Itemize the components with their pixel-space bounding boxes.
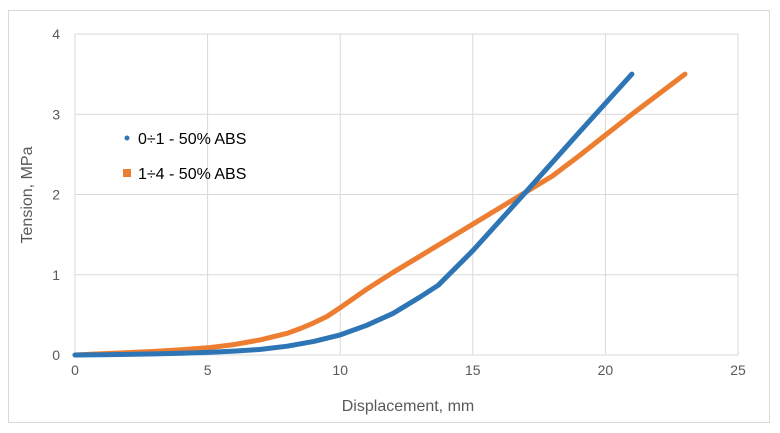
x-axis-title: Displacement, mm	[342, 398, 474, 415]
y-tick-label: 3	[52, 106, 60, 122]
legend: 0÷1 - 50% ABS 1÷4 - 50% ABS	[123, 131, 246, 183]
y-tick-label: 1	[52, 267, 60, 283]
x-tick-label: 25	[730, 362, 746, 378]
tick-labels: 0 5 10 15 20 25 0 1 2 3 4	[52, 26, 746, 378]
x-tick-label: 20	[598, 362, 614, 378]
legend-label-series-1: 0÷1 - 50% ABS	[138, 131, 246, 148]
legend-marker-series-2	[123, 169, 131, 177]
legend-marker-series-1	[124, 135, 130, 141]
y-tick-label: 0	[52, 347, 60, 363]
series-lines	[72, 71, 688, 358]
grid	[74, 33, 739, 356]
series-line-1	[72, 71, 635, 358]
series-line-2	[72, 71, 688, 358]
y-tick-label: 2	[52, 187, 60, 203]
y-tick-label: 4	[52, 26, 60, 42]
y-axis-title: Tension, MPa	[19, 146, 36, 243]
x-tick-label: 10	[332, 362, 348, 378]
legend-label-series-2: 1÷4 - 50% ABS	[138, 166, 246, 183]
x-tick-label: 15	[465, 362, 481, 378]
x-tick-label: 0	[71, 362, 79, 378]
x-tick-label: 5	[204, 362, 212, 378]
